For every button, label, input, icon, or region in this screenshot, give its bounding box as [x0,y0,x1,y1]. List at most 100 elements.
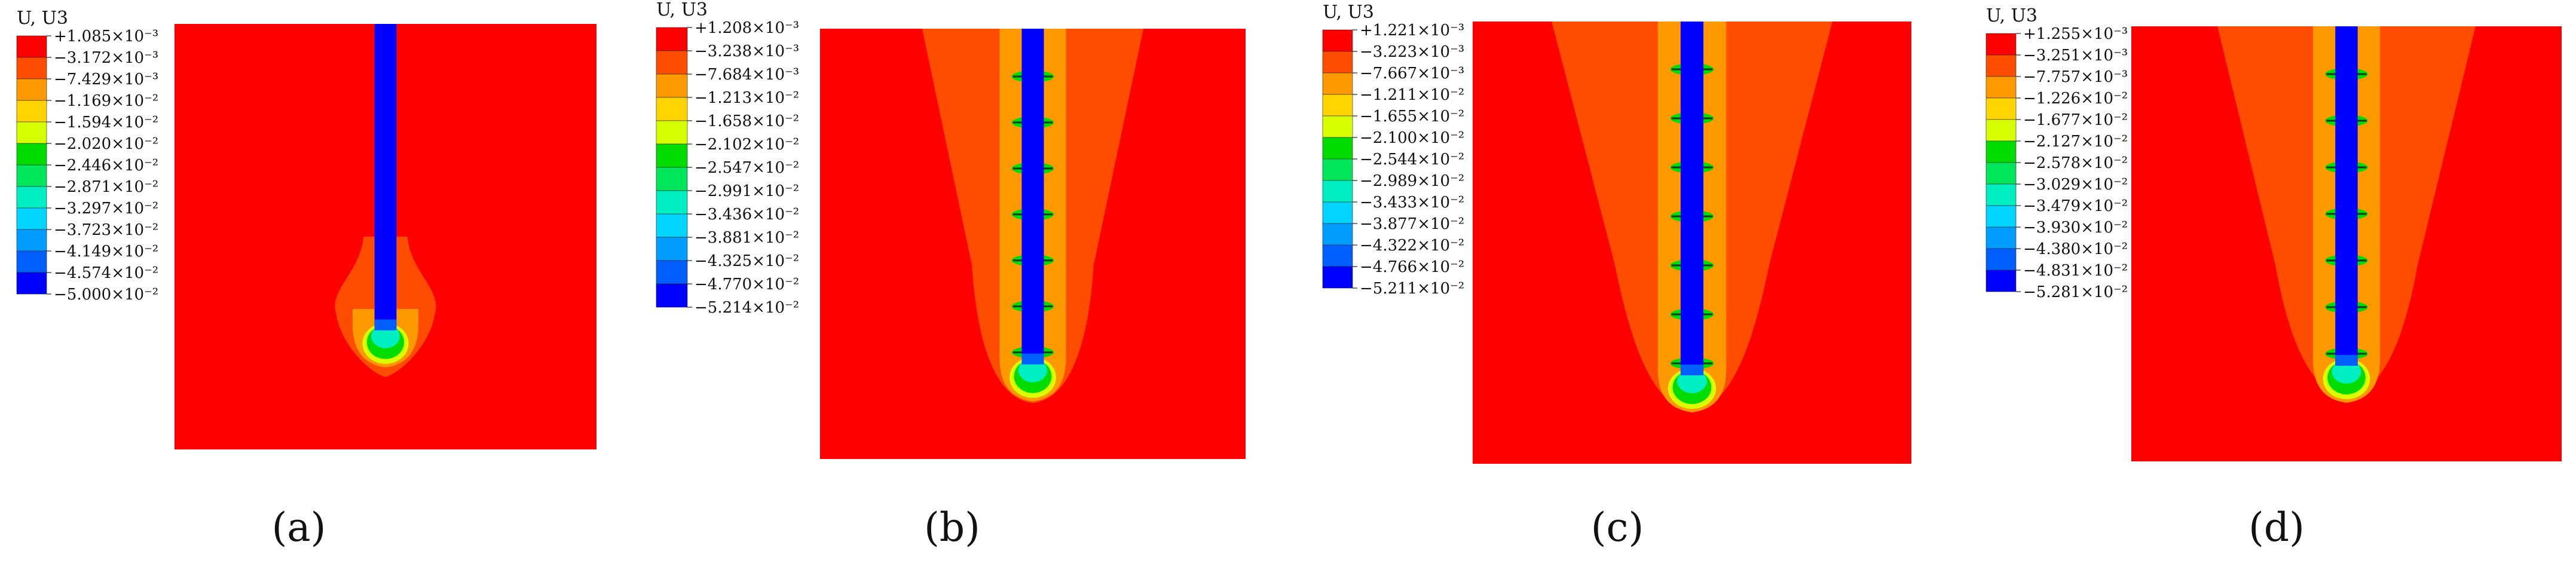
legend-value: −4.325×10⁻² [695,252,799,270]
legend-swatch [1322,94,1353,117]
legend-value: −4.380×10⁻² [2023,240,2128,258]
legend-swatch [1985,183,2017,206]
legend-value: +1.208×10⁻³ [695,19,799,37]
legend-value: −2.446×10⁻² [54,157,158,175]
legend-swatch [656,237,688,261]
legend-value: −2.127×10⁻² [2023,133,2128,151]
legend-swatch [1985,140,2017,163]
legend-swatch [1322,201,1353,224]
panel-c: U, U3+1.221×10⁻³ −3.223×10⁻³ −7.667×10⁻³ −1… [1322,2,1911,550]
contour-plot [1473,22,1911,464]
legend-value: −3.223×10⁻³ [1360,43,1464,61]
contour-plot [820,29,1246,459]
legend-swatch [656,50,688,75]
legend-swatch [1322,180,1353,203]
legend-value: −3.433×10⁻² [1360,194,1464,212]
legend-value: −7.684×10⁻³ [695,66,799,84]
legend-swatch [16,121,47,144]
legend-value: −1.213×10⁻² [695,89,799,107]
legend-value: +1.085×10⁻³ [54,27,158,45]
legend-swatch [16,250,47,273]
legend-swatch [1322,51,1353,74]
legend-value: −2.544×10⁻² [1360,151,1464,169]
contour-plot [2131,26,2562,461]
legend-swatch [1985,54,2017,77]
legend-value: −2.100×10⁻² [1360,129,1464,147]
panel-a: U, U3+1.085×10⁻³ −3.172×10⁻³ −7.429×10⁻³ −1… [16,8,596,550]
legend-value: −5.211×10⁻² [1360,280,1464,298]
legend-value: −7.667×10⁻³ [1360,65,1464,82]
legend-title: U, U3 [17,8,68,29]
legend-value: −4.770×10⁻² [695,276,799,293]
legend-value: −4.322×10⁻² [1360,237,1464,255]
legend-value: −1.211×10⁻² [1360,86,1464,104]
legend-value: +1.221×10⁻³ [1360,22,1464,39]
legend-value: −1.169×10⁻² [54,92,158,110]
legend-value: −5.000×10⁻² [54,286,158,304]
panel-caption: (a) [272,504,326,550]
legend-value: −5.214×10⁻² [695,299,799,317]
legend-swatch [1322,223,1353,246]
legend-swatch [1322,244,1353,267]
legend-value: −2.102×10⁻² [695,136,799,154]
legend-swatch [1985,227,2017,249]
legend-swatch [1322,72,1353,95]
legend-swatch [656,27,688,51]
legend-value: −3.881×10⁻² [695,229,799,247]
legend-swatch [16,207,47,230]
legend-value: −3.930×10⁻² [2023,219,2128,237]
legend-swatch [656,190,688,215]
legend-swatch [656,260,688,284]
legend-swatch [1322,29,1353,52]
legend-value: −3.172×10⁻³ [54,49,158,67]
legend-value: −4.831×10⁻² [2023,262,2128,280]
legend-value: −2.578×10⁻² [2023,154,2128,172]
legend-value: −3.723×10⁻² [54,221,158,239]
legend-swatch [16,164,47,187]
legend-value: −3.877×10⁻² [1360,215,1464,233]
pile-tip [2335,354,2358,366]
legend: U, U3+1.085×10⁻³ −3.172×10⁻³ −7.429×10⁻³ −1… [16,8,158,304]
legend-swatch [16,143,47,166]
pile-shaft [2335,26,2358,366]
legend-value: −7.757×10⁻³ [2023,68,2128,86]
legend-value: −1.594×10⁻² [54,114,158,131]
legend-swatch [656,120,688,145]
legend-title: U, U3 [1323,2,1374,23]
legend-value: −1.226×10⁻² [2023,90,2128,108]
legend-swatch [16,78,47,101]
legend-swatch [1985,248,2017,271]
legend-swatch [656,167,688,191]
legend-value: −3.238×10⁻³ [695,42,799,60]
pile-shaft [374,24,397,331]
legend-title: U, U3 [656,0,708,20]
legend-swatch [656,283,688,308]
legend-swatch [1322,266,1353,289]
panel-b: U, U3+1.208×10⁻³ −3.238×10⁻³ −7.684×10⁻³ −1… [656,0,1246,550]
panel-d: U, U3+1.255×10⁻³ −3.251×10⁻³ −7.757×10⁻³ −1… [1985,5,2562,550]
legend-value: −4.766×10⁻² [1360,258,1464,276]
legend-swatch [1985,97,2017,120]
legend-swatch [656,74,688,98]
legend-value: −3.297×10⁻² [54,200,158,218]
legend-value: +1.255×10⁻³ [2023,25,2128,43]
panel-caption: (c) [1591,504,1644,550]
legend-swatch [1985,76,2017,99]
legend-swatch [1985,119,2017,142]
legend-value: −2.547×10⁻² [695,159,799,177]
pile-tip [1680,365,1704,375]
legend-swatch [16,35,47,58]
contour-plot [175,24,596,449]
legend-swatch [656,97,688,121]
legend: U, U3+1.255×10⁻³ −3.251×10⁻³ −7.757×10⁻³ −1… [1985,5,2128,301]
legend-swatch [656,213,688,238]
legend-value: −1.658×10⁻² [695,112,799,130]
panel-caption: (d) [2248,504,2305,550]
legend: U, U3+1.221×10⁻³ −3.223×10⁻³ −7.667×10⁻³ −1… [1322,2,1464,298]
legend-swatch [16,272,47,295]
legend-value: −5.281×10⁻² [2023,283,2128,301]
legend-swatch [16,229,47,252]
legend-swatch [1985,270,2017,292]
legend-value: −4.574×10⁻² [54,264,158,282]
